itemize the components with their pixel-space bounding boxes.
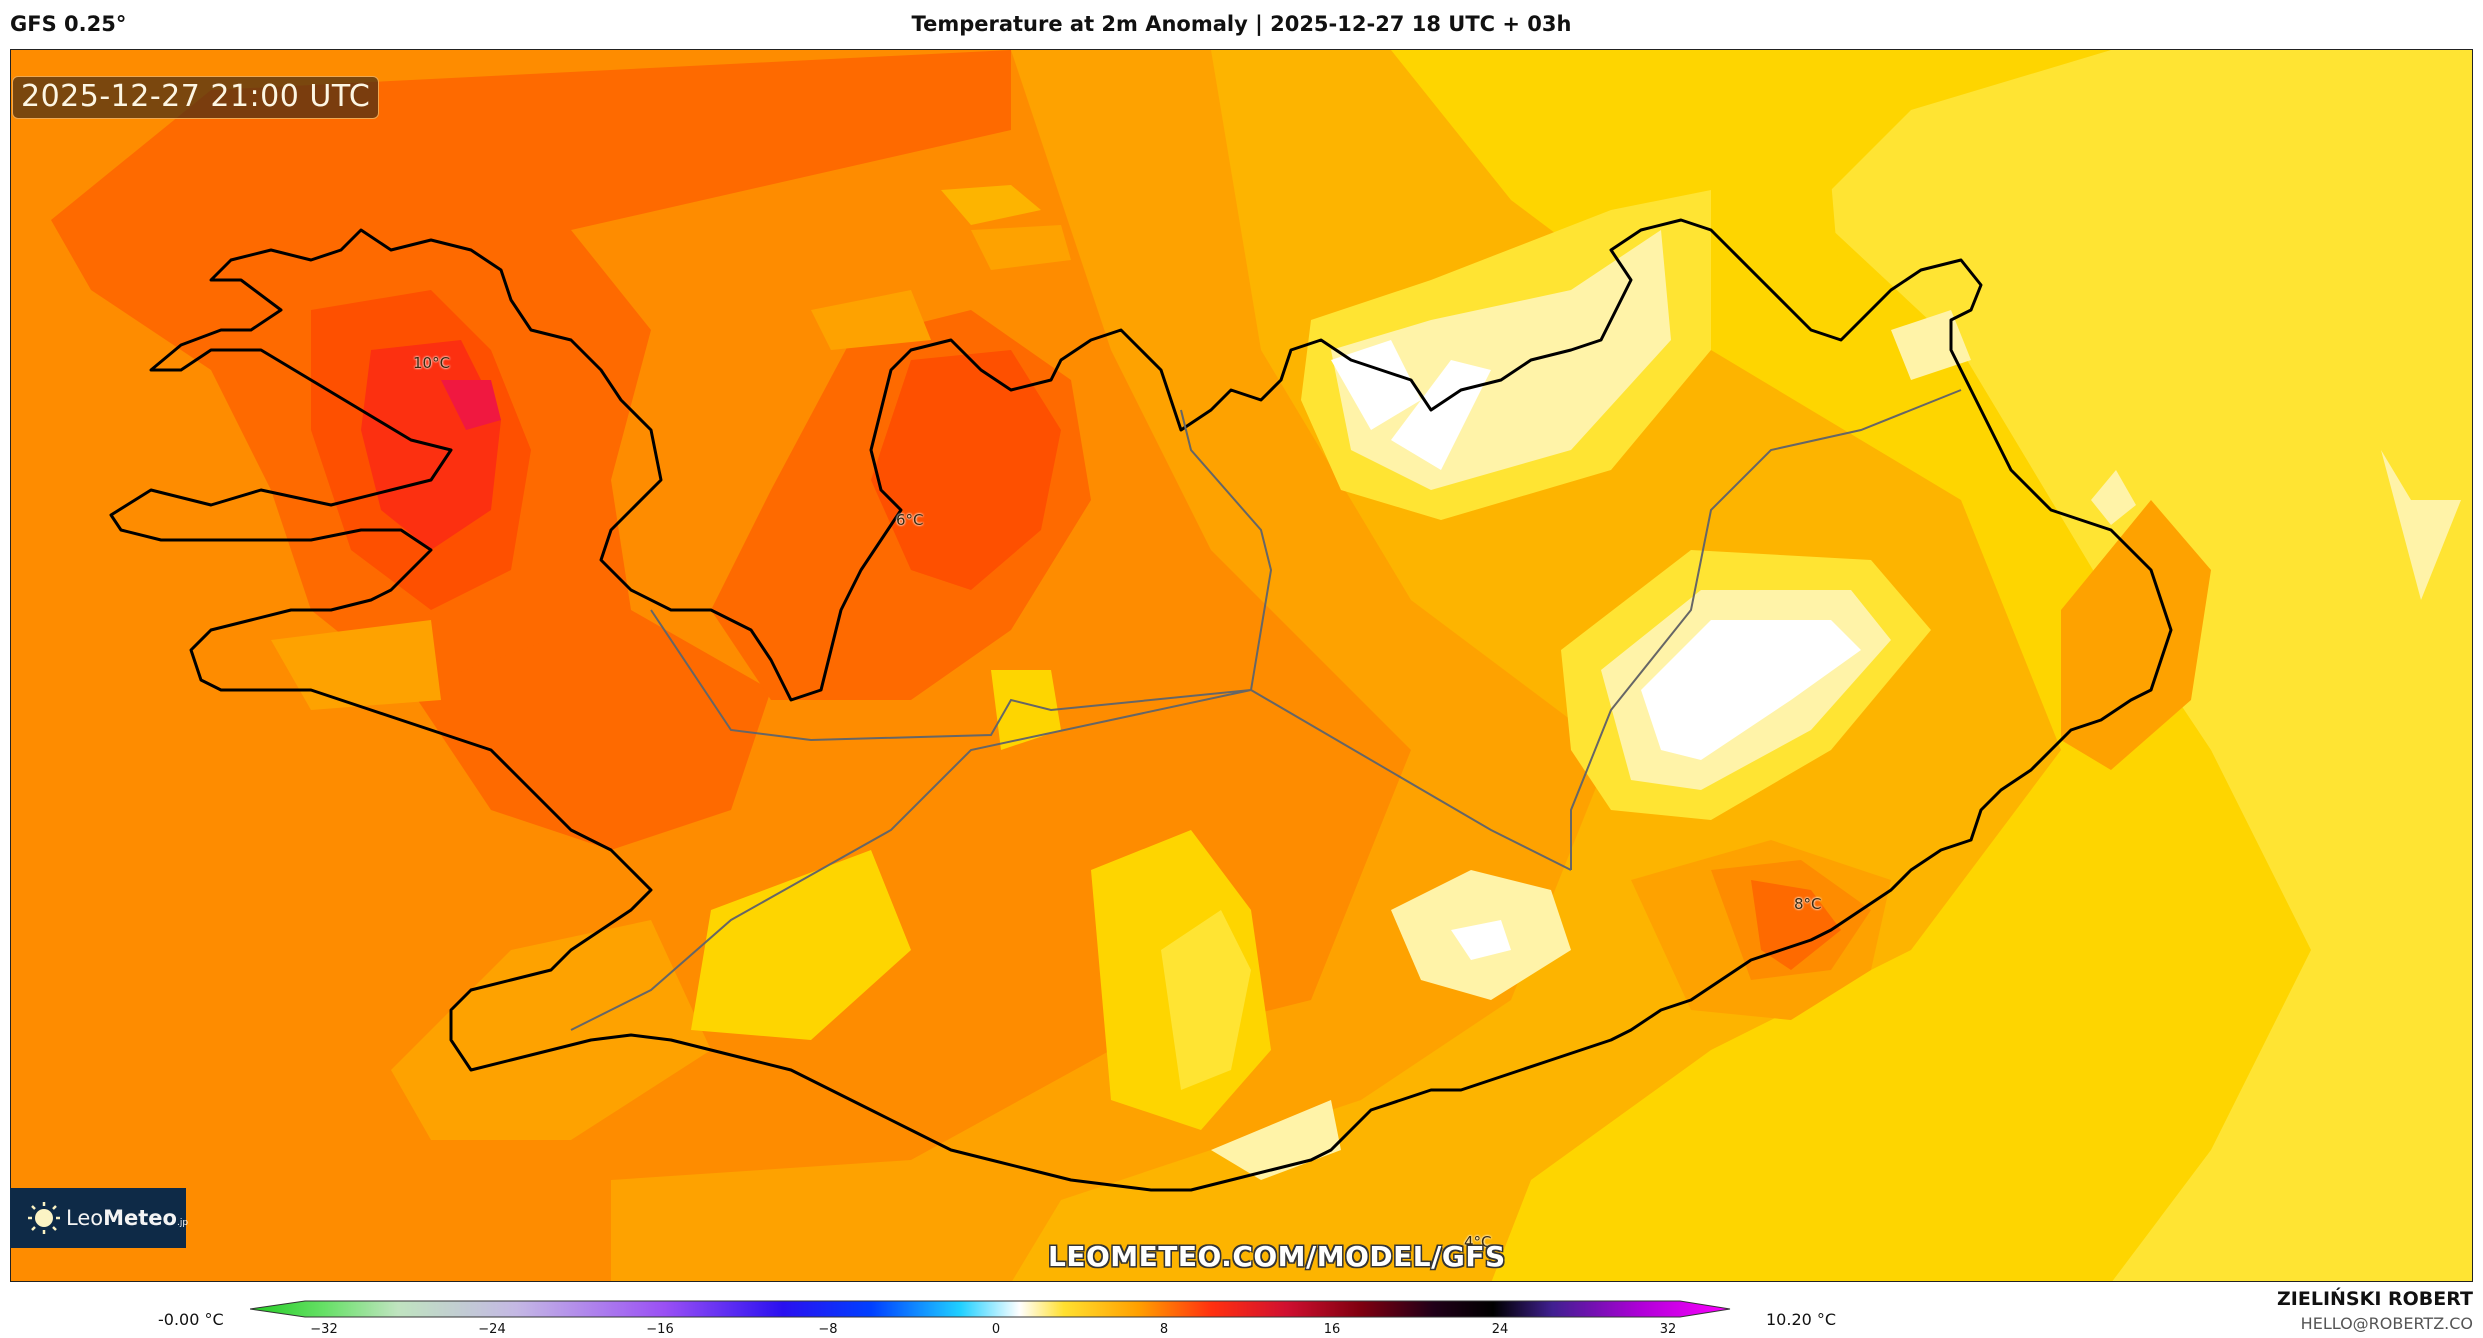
colorbar-tick: −8: [818, 1322, 838, 1337]
logo-text: LeoMeteo.jp: [66, 1206, 189, 1230]
colorbar-tick: 24: [1491, 1322, 1509, 1337]
chart-title: Temperature at 2m Anomaly | 2025-12-27 1…: [911, 12, 1572, 36]
contour-label-8c: 8°C: [1794, 895, 1822, 913]
watermark-url: LEOMETEO.COM/MODEL/GFS: [1048, 1240, 1506, 1273]
leometeo-logo: LeoMeteo.jp: [10, 1188, 189, 1248]
model-label: GFS 0.25°: [10, 12, 127, 36]
author-name: ZIELIŃSKI ROBERT: [2277, 1288, 2473, 1310]
colorbar-min-label: -0.00 °C: [158, 1310, 224, 1329]
contour-label-10c: 10°C: [413, 354, 451, 372]
author-email: HELLO@ROBERTZ.CO: [2300, 1314, 2473, 1333]
contour-label-6c: 6°C: [896, 511, 924, 529]
colorbar-tick: −24: [478, 1322, 506, 1337]
colorbar-max-label: 10.20 °C: [1766, 1310, 1837, 1329]
colorbar: [249, 1298, 1740, 1324]
contour-field: [11, 50, 2472, 1281]
anomaly-map: 10°C 6°C 8°C 4°C: [10, 49, 2473, 1282]
colorbar-tick: −16: [646, 1322, 674, 1337]
contour-label-4c: 4°C: [1464, 1233, 1492, 1251]
colorbar-tick: 0: [991, 1322, 1001, 1337]
sun-icon: [26, 1200, 62, 1236]
timestamp-badge: 2025-12-27 21:00 UTC: [12, 76, 380, 119]
colorbar-tick: 16: [1323, 1322, 1341, 1337]
colorbar-tick: 32: [1659, 1322, 1677, 1337]
colorbar-tick: 8: [1159, 1322, 1169, 1337]
colorbar-tick: −32: [310, 1322, 338, 1337]
